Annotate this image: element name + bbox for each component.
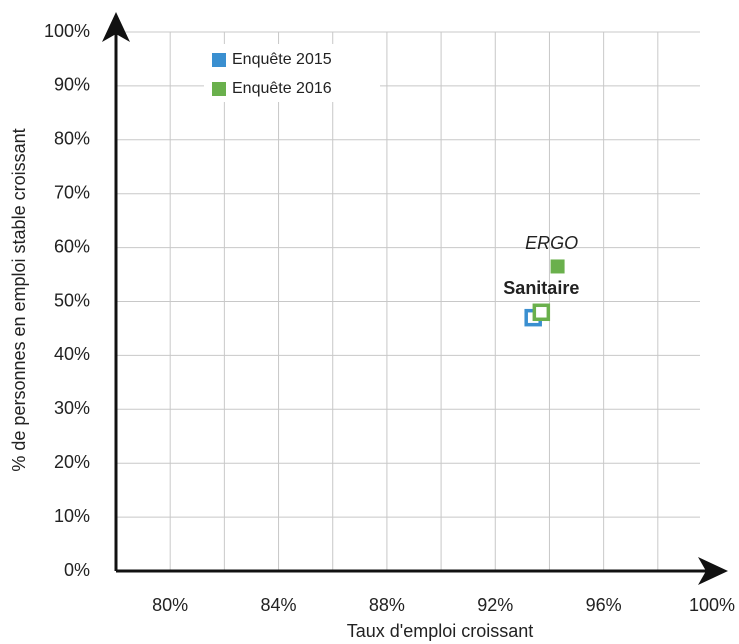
- y-tick-label: 100%: [44, 21, 90, 41]
- point: [532, 303, 551, 322]
- y-tick-label: 70%: [54, 182, 90, 202]
- legend-box: [204, 44, 380, 102]
- x-tick-label: 96%: [586, 595, 622, 615]
- legend-label: Enquête 2015: [232, 51, 332, 68]
- y-tick-label: 90%: [54, 75, 90, 95]
- x-axis-arrow: [698, 557, 728, 585]
- y-tick-label: 10%: [54, 506, 90, 526]
- y-tick-label: 60%: [54, 236, 90, 256]
- x-tick-label: 84%: [261, 595, 297, 615]
- annotation: ERGO: [525, 233, 578, 253]
- x-tick-label: 88%: [369, 595, 405, 615]
- legend-swatch: [212, 53, 226, 67]
- y-axis-arrow: [102, 12, 130, 42]
- y-tick-label: 20%: [54, 452, 90, 472]
- x-axis-label: Taux d'emploi croissant: [347, 621, 534, 641]
- x-tick-label: 92%: [477, 595, 513, 615]
- y-tick-label: 0%: [64, 560, 90, 580]
- point: [550, 259, 565, 274]
- x-tick-label: 80%: [152, 595, 188, 615]
- y-tick-label: 30%: [54, 398, 90, 418]
- annotation: Sanitaire: [503, 278, 579, 298]
- y-tick-label: 80%: [54, 129, 90, 149]
- y-axis-label: % de personnes en emploi stable croissan…: [9, 128, 29, 471]
- legend-label: Enquête 2016: [232, 80, 332, 97]
- y-tick-label: 50%: [54, 290, 90, 310]
- y-tick-label: 40%: [54, 344, 90, 364]
- legend-swatch: [212, 82, 226, 96]
- x-tick-label: 100%: [689, 595, 735, 615]
